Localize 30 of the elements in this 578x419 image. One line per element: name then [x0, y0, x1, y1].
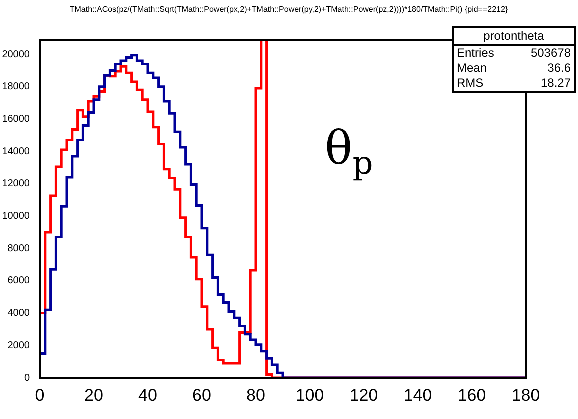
annotation: RMS	[457, 76, 484, 91]
y-tick-label: 4000	[8, 308, 30, 320]
y-tick-label: 14000	[2, 146, 30, 158]
text: 503678	[530, 46, 571, 61]
x-tick-label: 20	[84, 386, 104, 405]
annotation: protontheta	[454, 28, 574, 46]
x-tick-label: 180	[512, 386, 540, 405]
x-tick-label: 80	[246, 386, 266, 405]
x-tick-label: 120	[350, 386, 378, 405]
y-tick-label: 0	[24, 372, 30, 384]
x-tick-label: 0	[35, 386, 45, 405]
x-tick-label: 100	[296, 386, 324, 405]
y-tick-label: 18000	[2, 82, 30, 93]
annotation: Mean	[457, 61, 488, 76]
y-tick-label: 20000	[2, 49, 30, 60]
x-tick-label: 160	[458, 386, 486, 405]
y-tick-label: 10000	[2, 211, 30, 222]
y-tick-label: 8000	[8, 243, 30, 254]
annotation: Entries	[457, 46, 494, 61]
y-tick-label: 6000	[8, 276, 30, 287]
chart-title: TMath::ACos(pz/(TMath::Sqrt(TMath::Power(px,2)+TMath::Power(py,2)+TMath::Power(pz,2))))*180/TMath::Pi() {pid==2212}	[68, 5, 510, 14]
x-tick-label: 40	[138, 386, 158, 405]
text: 36.6	[548, 61, 571, 76]
x-tick-label: 140	[404, 386, 432, 405]
annotation: θ$_{p}$	[325, 121, 374, 182]
y-tick-label: 16000	[2, 114, 30, 125]
text: 18.27	[540, 76, 571, 91]
y-tick-label: 12000	[2, 178, 30, 190]
x-tick-label: 60	[192, 386, 212, 405]
y-tick-label: 2000	[8, 340, 30, 352]
